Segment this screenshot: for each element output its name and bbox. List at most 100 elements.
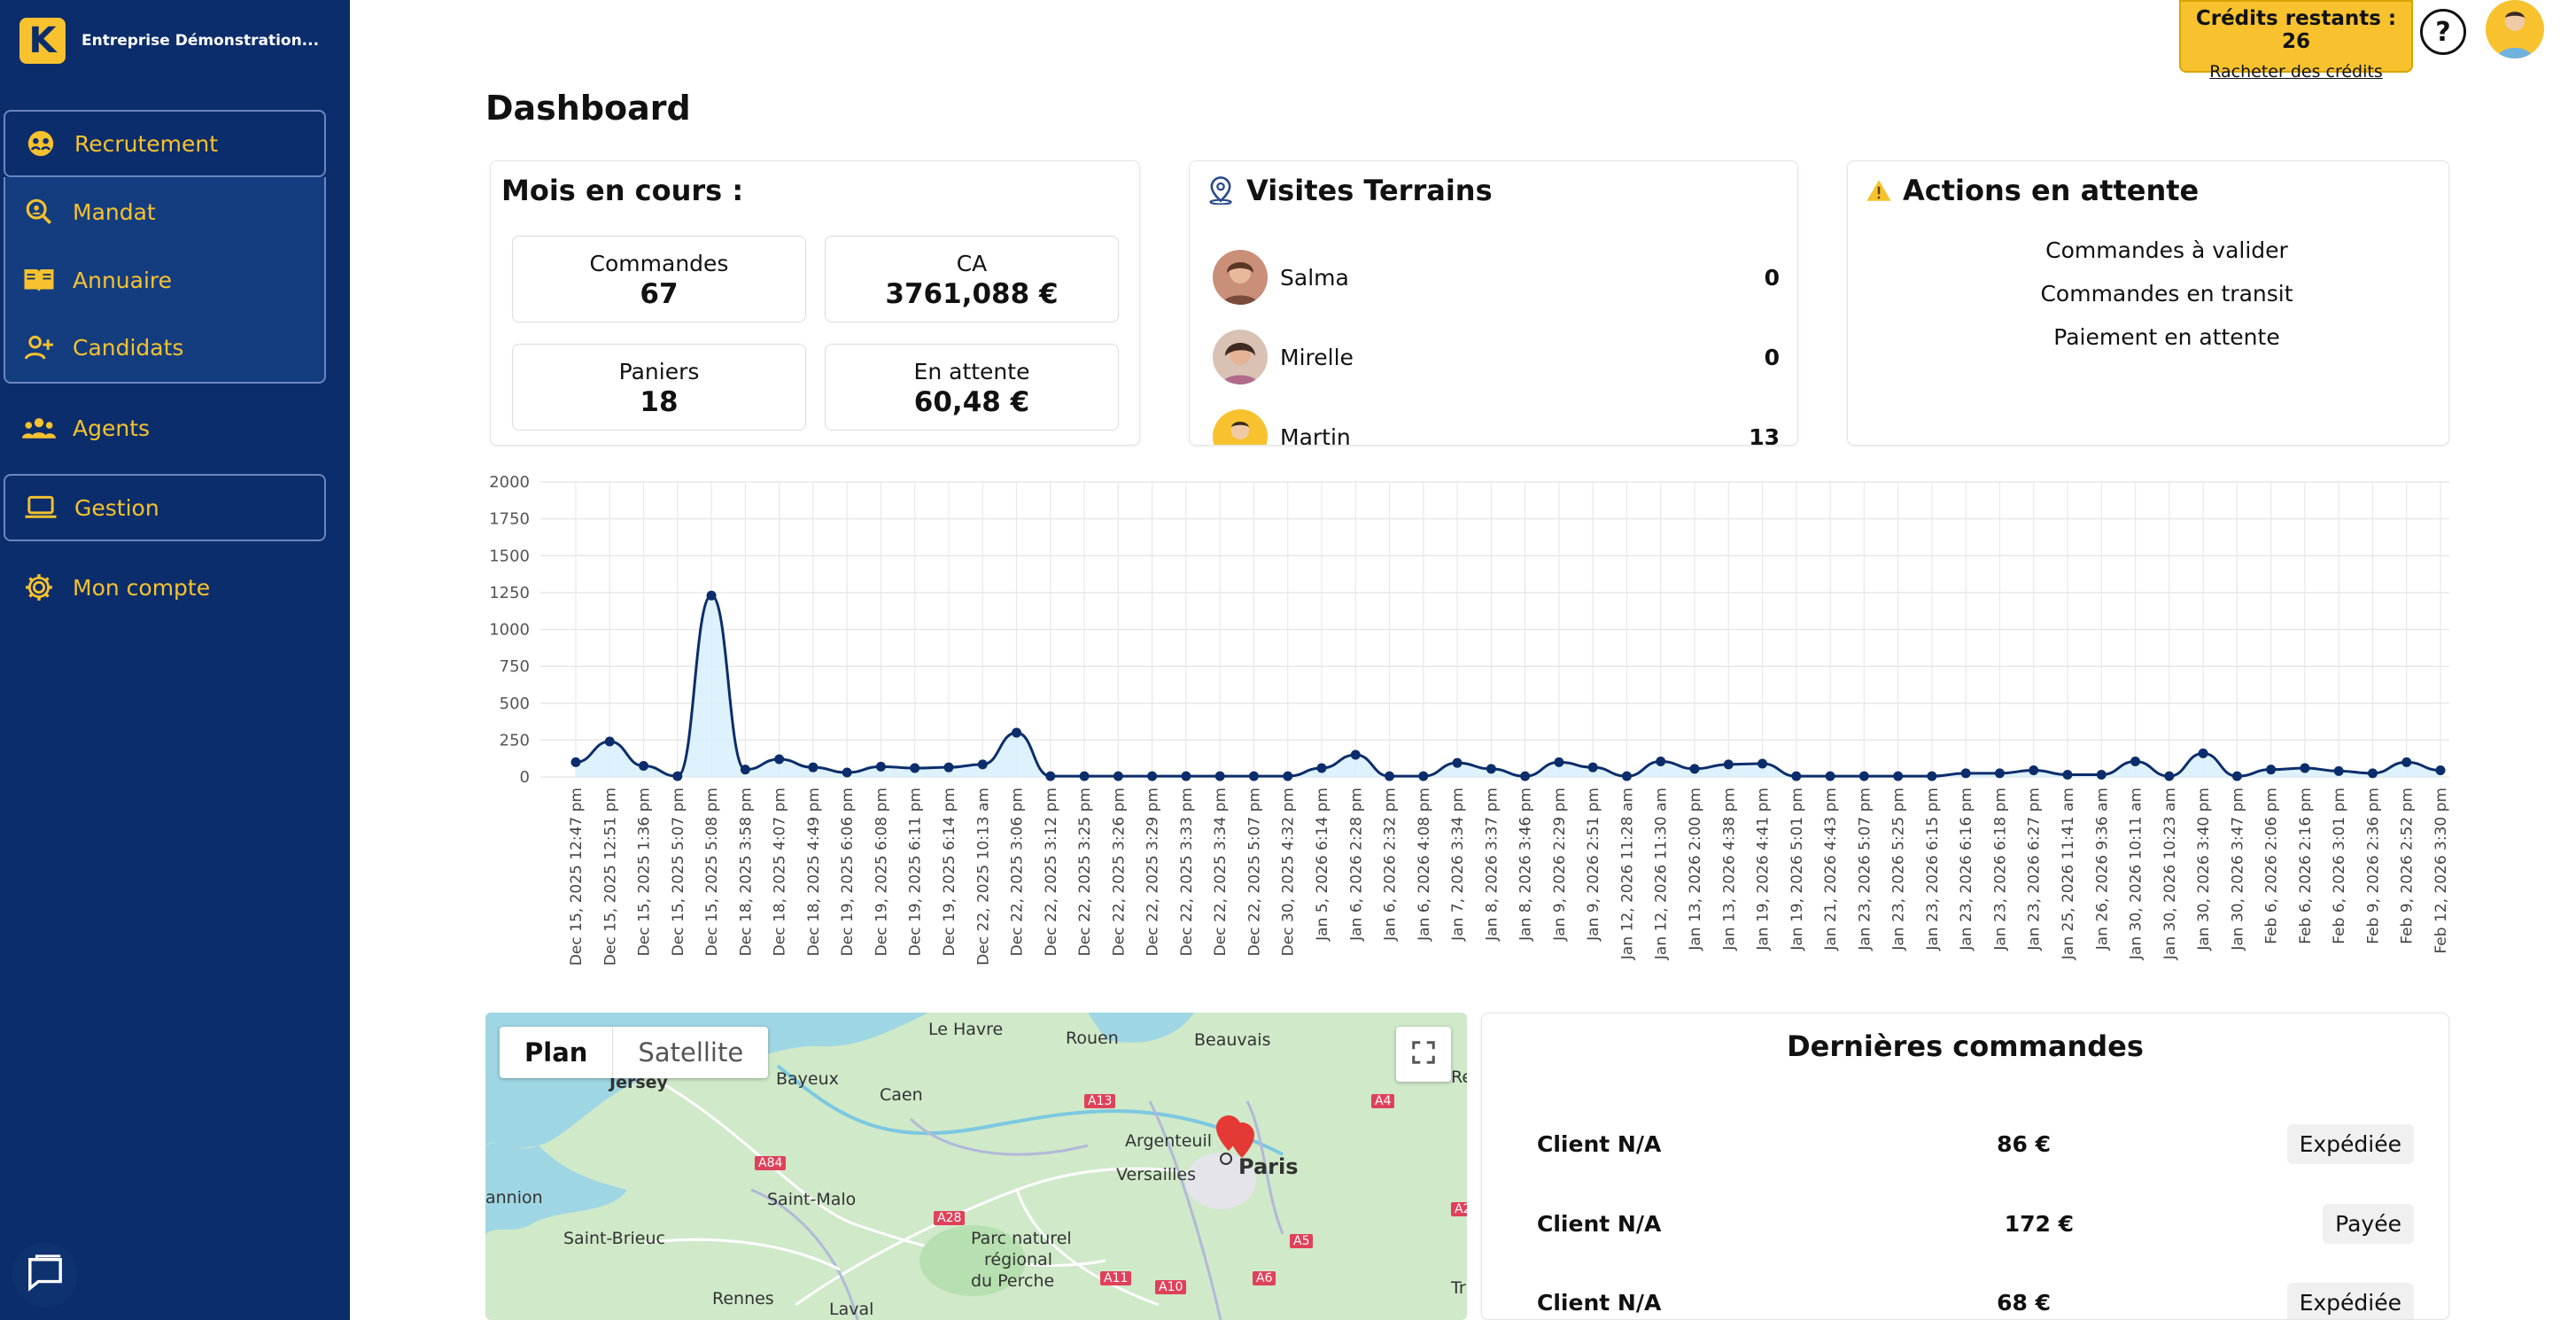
x-tick-label: Dec 22, 2025 5:07 pm [1245, 788, 1263, 956]
data-point [1248, 771, 1259, 781]
data-point [1385, 771, 1395, 781]
buy-credits-link[interactable]: Racheter des crédits [2209, 62, 2383, 82]
x-tick-label: Jan 23, 2026 6:27 pm [2026, 788, 2044, 951]
action-row[interactable]: Commandes à valider 14 [1963, 237, 2448, 263]
data-point [1621, 771, 1632, 781]
sidebar-item-mon-compte[interactable]: Mon compte [4, 554, 326, 621]
map[interactable]: Le Havre Rouen Beauvais Jersey Bayeux Caen A13… [485, 1013, 1467, 1320]
laptop-icon [23, 490, 58, 525]
data-point [1554, 757, 1564, 767]
x-tick-label: Jan 7, 2026 3:34 pm [1449, 788, 1467, 942]
map-label: Argenteuil [1125, 1131, 1213, 1151]
order-client: Client N/A [1537, 1289, 1662, 1316]
x-tick-label: Jan 6, 2026 2:32 pm [1382, 788, 1400, 942]
visit-row[interactable]: Salma 0 [1213, 246, 1780, 308]
sidebar-item-recrutement[interactable]: Recrutement [4, 110, 326, 177]
map-label: Beauvais [1194, 1030, 1271, 1050]
data-point [1452, 757, 1463, 768]
map-label: annion [485, 1188, 543, 1207]
x-tick-label: Jan 5, 2026 6:14 pm [1314, 788, 1331, 942]
visit-count: 0 [1764, 344, 1780, 370]
x-tick-label: Dec 18, 2025 4:07 pm [772, 788, 789, 956]
status-badge: Payée [2323, 1203, 2414, 1244]
warning-icon [1866, 179, 1892, 202]
x-tick-label: Dec 22, 2025 3:06 pm [1009, 788, 1027, 956]
x-tick-label: Feb 12, 2026 3:30 pm [2432, 788, 2450, 954]
data-point [639, 761, 649, 772]
y-tick-label: 750 [500, 657, 530, 676]
sidebar-item-agents[interactable]: Agents [4, 394, 326, 462]
map-label: Rennes [712, 1289, 774, 1308]
sidebar-item-annuaire[interactable]: Annuaire [4, 246, 326, 314]
brand[interactable]: K Entreprise Démonstration... [19, 18, 319, 64]
visit-row[interactable]: Mirelle 0 [1213, 326, 1780, 388]
map-pins[interactable] [1216, 1115, 1254, 1158]
user-avatar[interactable] [2486, 0, 2544, 58]
map-label: A10 [1155, 1280, 1187, 1294]
x-tick-label: Dec 15, 2025 1:36 pm [636, 788, 654, 956]
recruitment-icon [23, 126, 58, 161]
stat-en-attente: En attente 60,48 € [825, 344, 1119, 431]
x-tick-label: Dec 19, 2025 6:14 pm [941, 788, 958, 956]
y-tick-label: 500 [500, 695, 530, 713]
map-label: A84 [755, 1156, 787, 1170]
map-label: Versailles [1116, 1165, 1196, 1184]
action-row[interactable]: Paiement en attente 0 [1963, 324, 2448, 350]
action-label: Paiement en attente [2053, 324, 2280, 350]
stat-label: Paniers [618, 359, 700, 384]
order-row[interactable]: Client N/A 68 € Expédiée [1537, 1280, 2414, 1319]
y-tick-label: 250 [500, 731, 530, 749]
sidebar-item-mandat[interactable]: Mandat [4, 178, 326, 245]
stat-label: Commandes [589, 251, 729, 276]
order-amount: 68 € [1997, 1289, 2051, 1316]
help-button[interactable]: ? [2420, 9, 2466, 55]
x-tick-label: Dec 18, 2025 4:49 pm [805, 788, 823, 956]
sidebar-item-label: Mon compte [73, 574, 211, 601]
x-tick-label: Jan 6, 2026 2:28 pm [1347, 788, 1365, 942]
map-label: Le Havre [928, 1020, 1004, 1039]
action-row[interactable]: Commandes en transit 14 [1963, 281, 2448, 307]
y-tick-label: 1000 [489, 621, 530, 640]
sidebar-item-candidats[interactable]: Candidats [4, 314, 326, 381]
map-label: Saint-Malo [767, 1190, 857, 1209]
fullscreen-button[interactable] [1396, 1027, 1451, 1082]
data-point [1113, 771, 1123, 781]
x-tick-label: Jan 30, 2026 3:40 pm [2195, 788, 2213, 951]
visit-row[interactable]: Martin 13 [1213, 406, 1780, 445]
data-point [672, 771, 683, 781]
map-label: Paris [1238, 1154, 1299, 1179]
location-person-icon [1207, 176, 1234, 205]
map-tab-plan[interactable]: Plan [524, 1037, 588, 1068]
order-row[interactable]: Client N/A 86 € Expédiée [1537, 1122, 2414, 1166]
data-point [943, 762, 954, 773]
avatar [1213, 250, 1268, 305]
stat-value: 60,48 € [913, 386, 1030, 418]
data-point [2130, 757, 2141, 767]
order-row[interactable]: Client N/A 172 € Payée [1537, 1201, 2414, 1246]
data-point [1214, 771, 1225, 781]
help-icon: ? [2435, 16, 2451, 48]
stat-ca: CA 3761,088 € [825, 236, 1119, 322]
data-point [1757, 758, 1768, 769]
card-title: Actions en attente [1866, 174, 2199, 207]
map-tab-satellite[interactable]: Satellite [612, 1027, 768, 1078]
x-tick-label: Dec 19, 2025 6:11 pm [907, 788, 925, 956]
sidebar-item-gestion[interactable]: Gestion [4, 474, 326, 541]
gear-icon [21, 570, 57, 605]
x-tick-label: Jan 30, 2026 10:11 am [2128, 788, 2145, 960]
agents-group-icon [21, 410, 57, 446]
x-tick-label: Feb 6, 2026 2:06 pm [2263, 788, 2281, 944]
data-point [977, 759, 988, 770]
map-label: Tr [1451, 1278, 1466, 1298]
chat-button[interactable] [12, 1242, 78, 1308]
x-tick-label: Jan 30, 2026 3:47 pm [2229, 788, 2246, 951]
chat-icon [25, 1254, 66, 1295]
x-tick-label: Jan 8, 2026 3:46 pm [1517, 788, 1535, 942]
data-point [1858, 771, 1869, 781]
data-point [1079, 771, 1090, 781]
data-point [1045, 771, 1056, 781]
action-count: 14 [2370, 281, 2448, 307]
x-tick-label: Dec 19, 2025 6:06 pm [839, 788, 857, 956]
data-point [2401, 757, 2412, 767]
y-tick-label: 0 [520, 768, 530, 787]
